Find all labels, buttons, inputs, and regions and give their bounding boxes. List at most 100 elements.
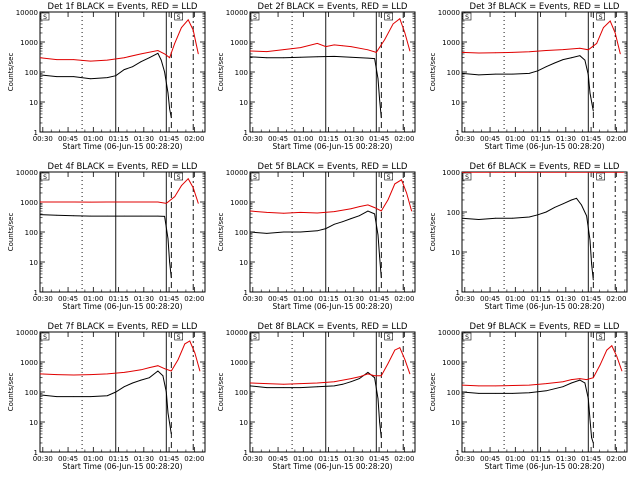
- x-tick-label: 00:30: [243, 135, 263, 143]
- x-tick-label: 00:45: [58, 135, 78, 143]
- x-tick-label: 01:15: [318, 135, 338, 143]
- data-point-lld: [380, 210, 382, 212]
- data-point-events: [379, 256, 380, 258]
- data-point-events: [149, 377, 150, 379]
- data-point-events: [73, 215, 75, 217]
- data-point-events: [140, 215, 142, 217]
- y-axis-label: Counts/sec: [7, 53, 15, 92]
- data-point-lld: [157, 50, 159, 51]
- data-point-lld: [333, 211, 335, 213]
- data-point-lld: [387, 199, 389, 201]
- panel-title: Det 7f BLACK = Events, RED = LLD: [48, 322, 198, 332]
- data-point-events: [283, 57, 285, 59]
- x-tick-label: 00:30: [243, 455, 263, 463]
- y-axis-label: Counts/sec: [217, 213, 225, 252]
- data-point-lld: [90, 60, 91, 62]
- panel-det-7f: Det 7f BLACK = Events, RED = LLD 1 10 100 10…: [7, 322, 206, 471]
- data-point-events: [545, 66, 547, 68]
- x-axis-label: Start Time (06-Jun-15 00:28:20): [63, 302, 183, 311]
- x-tick-label: 01:45: [159, 135, 179, 143]
- data-point-events: [266, 387, 268, 388]
- y-tick-label: 1000: [230, 39, 248, 47]
- data-point-events: [584, 382, 586, 384]
- flag-mark: S: [387, 334, 391, 341]
- series-line-lld: [250, 17, 411, 53]
- panel-det-5f: Det 5f BLACK = Events, RED = LLD 1 10 100 10…: [217, 162, 416, 311]
- data-point-lld: [392, 23, 394, 25]
- x-tick-label: 00:45: [480, 135, 500, 143]
- data-point-lld: [40, 57, 41, 59]
- data-point-lld: [199, 370, 201, 372]
- data-point-events: [545, 390, 547, 392]
- y-tick-label: 100: [447, 209, 460, 217]
- series-line-events: [462, 379, 594, 444]
- data-point-events: [579, 379, 581, 381]
- y-tick-label: 10000: [438, 9, 460, 17]
- data-point-events: [123, 215, 125, 217]
- data-point-lld: [140, 369, 142, 371]
- data-point-events: [587, 74, 589, 76]
- x-tick-label: 00:45: [268, 455, 288, 463]
- data-point-events: [495, 73, 497, 75]
- data-point-events: [586, 215, 587, 217]
- y-tick-label: 100: [25, 229, 38, 237]
- panel-det-6f: Det 6f BLACK = Events, RED = LLD 1 10 100 10…: [429, 162, 628, 311]
- x-tick-label: 01:00: [293, 295, 313, 303]
- data-point-events: [325, 228, 327, 230]
- y-tick-label: 1: [34, 449, 38, 457]
- data-point-events: [581, 204, 582, 206]
- data-point-events: [576, 197, 577, 199]
- data-point-lld: [174, 196, 176, 198]
- y-tick-label: 1: [456, 449, 460, 457]
- x-tick-label: 01:45: [159, 455, 179, 463]
- series-line-events: [40, 370, 172, 434]
- data-point-events: [132, 66, 134, 68]
- y-axis-label: Counts/sec: [7, 373, 15, 412]
- y-tick-label: 1000: [230, 199, 248, 207]
- flag-box: [40, 172, 50, 181]
- data-point-events: [545, 211, 547, 213]
- x-tick-label: 00:30: [33, 135, 53, 143]
- x-tick-label: 01:30: [556, 295, 576, 303]
- data-point-events: [56, 214, 58, 216]
- data-point-lld: [197, 203, 199, 204]
- data-point-lld: [266, 383, 268, 384]
- x-tick-label: 01:15: [108, 295, 128, 303]
- data-point-events: [73, 76, 75, 77]
- data-point-events: [316, 386, 318, 388]
- data-point-lld: [411, 210, 412, 212]
- data-point-lld: [606, 349, 608, 351]
- series-line-events: [250, 55, 382, 118]
- data-point-events: [377, 398, 379, 400]
- panel-title: Det 6f BLACK = Events, RED = LLD: [470, 162, 620, 172]
- x-tick-label: 01:00: [505, 455, 525, 463]
- data-point-lld: [596, 172, 598, 173]
- data-point-lld: [123, 372, 125, 373]
- data-point-lld: [106, 373, 108, 375]
- data-point-lld: [164, 53, 166, 55]
- data-point-lld: [596, 43, 598, 44]
- x-tick-label: 01:30: [134, 135, 154, 143]
- x-tick-label: 02:00: [184, 135, 204, 143]
- x-tick-label: 01:45: [581, 455, 601, 463]
- x-tick-label: 01:15: [530, 135, 550, 143]
- data-point-lld: [623, 172, 624, 173]
- data-point-events: [478, 393, 480, 394]
- flag-box: [40, 332, 50, 341]
- y-axis-label: Counts/sec: [429, 213, 437, 252]
- data-point-lld: [614, 32, 616, 34]
- data-point-events: [167, 92, 169, 94]
- flag-mark: S: [465, 14, 469, 21]
- data-point-events: [283, 231, 285, 233]
- data-point-lld: [174, 43, 176, 44]
- data-point-events: [90, 215, 91, 217]
- y-tick-label: 1000: [230, 359, 248, 367]
- flag-mark: S: [599, 334, 603, 341]
- y-tick-label: 10000: [16, 329, 38, 337]
- data-point-events: [250, 385, 251, 387]
- data-point-events: [316, 56, 318, 58]
- plot-frame: [249, 171, 416, 293]
- y-tick-label: 100: [235, 389, 248, 397]
- flag-box: [174, 332, 183, 341]
- panel-title: Det 1f BLACK = Events, RED = LLD: [48, 2, 198, 12]
